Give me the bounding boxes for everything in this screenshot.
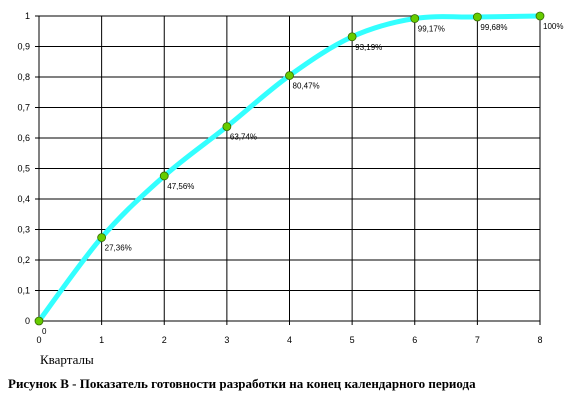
axes xyxy=(35,15,541,325)
grid xyxy=(38,15,541,322)
y-tick-label: 0,2 xyxy=(17,255,30,265)
data-label: 27,36% xyxy=(105,244,132,253)
data-label: 93,19% xyxy=(355,43,382,52)
tick-labels: 0 0,1 0,2 0,3 0,4 0,5 0,6 0,7 0,8 0,9 1 0 1 2 3 4 5 6 7 8 xyxy=(17,11,542,345)
y-tick-label: 0 xyxy=(25,316,30,326)
x-tick-label: 2 xyxy=(162,335,167,345)
data-label: 100% xyxy=(543,22,563,31)
y-tick-label: 0,8 xyxy=(17,72,30,82)
y-tick-label: 0,6 xyxy=(17,133,30,143)
x-tick-label: 7 xyxy=(475,335,480,345)
data-point xyxy=(410,14,420,23)
x-axis-title: Кварталы xyxy=(40,352,94,367)
x-tick-label: 3 xyxy=(224,335,229,345)
data-point xyxy=(34,316,44,326)
x-tick-label: 0 xyxy=(36,335,41,345)
y-tick-label: 0,1 xyxy=(17,286,30,296)
x-tick-label: 4 xyxy=(287,335,292,345)
series-line xyxy=(36,13,543,324)
y-tick-label: 0,3 xyxy=(17,225,30,235)
y-tick-label: 1 xyxy=(25,11,30,21)
x-tick-label: 6 xyxy=(412,335,417,345)
data-point xyxy=(535,11,545,21)
x-tick-label: 8 xyxy=(537,335,542,345)
data-point xyxy=(347,32,357,42)
data-point xyxy=(472,12,482,22)
data-point xyxy=(97,233,107,242)
x-tick-label: 1 xyxy=(99,335,104,345)
data-label: 99,17% xyxy=(418,25,445,34)
data-label: 0 xyxy=(42,327,47,336)
data-label: 80,47% xyxy=(293,82,320,91)
y-tick-label: 0,4 xyxy=(17,194,30,204)
y-tick-label: 0,9 xyxy=(17,42,30,52)
y-tick-label: 0,7 xyxy=(17,103,30,113)
data-point xyxy=(159,171,169,181)
data-point xyxy=(222,122,232,131)
data-label: 47,56% xyxy=(167,182,194,191)
series xyxy=(34,11,545,326)
data-label: 63,74% xyxy=(230,133,257,142)
y-tick-label: 0,5 xyxy=(17,164,30,174)
figure-caption: Рисунок В - Показатель готовности разраб… xyxy=(8,376,476,391)
data-label: 99,68% xyxy=(480,23,507,32)
x-tick-label: 5 xyxy=(350,335,355,345)
data-point xyxy=(285,71,294,80)
data-labels: 0 27,36% 47,56% 63,74% 80,47% 93,19% 99,17% 99,… xyxy=(42,22,563,336)
